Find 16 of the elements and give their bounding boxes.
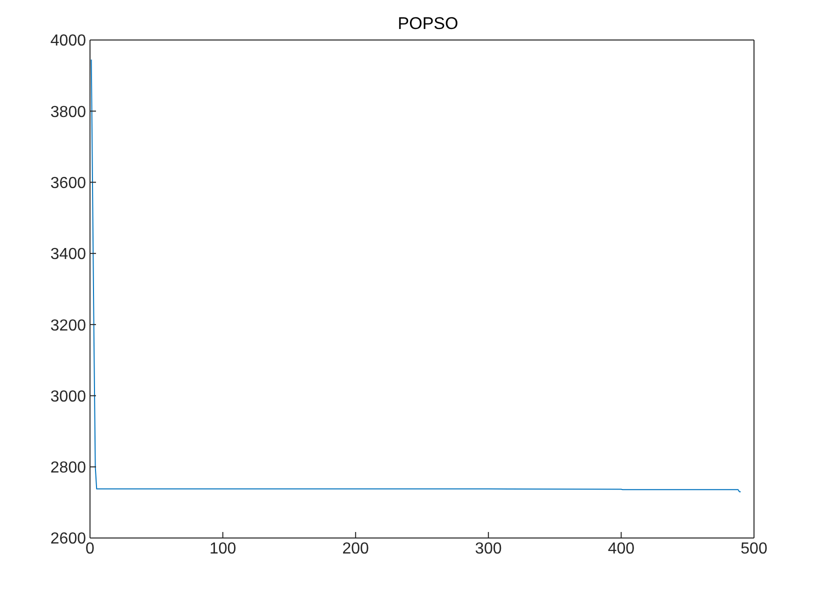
x-tick-label: 300 [475, 540, 502, 558]
x-tick-label: 0 [86, 540, 95, 558]
y-tick-label: 3400 [50, 246, 86, 264]
y-tick-label: 4000 [50, 32, 86, 50]
y-tick-label: 2800 [50, 460, 86, 477]
line-series [90, 59, 742, 492]
chart-title: POPSO [396, 14, 460, 34]
y-tick-label: 2600 [50, 530, 86, 548]
x-tick-label: 400 [608, 540, 635, 558]
y-tick-label: 3800 [50, 104, 86, 121]
x-tick-label: 500 [740, 540, 768, 558]
y-tick-label: 3600 [50, 174, 86, 192]
x-tick-label: 200 [342, 540, 370, 558]
y-tick-label: 3000 [50, 388, 86, 406]
x-tick-label: 100 [209, 540, 236, 558]
y-tick-label: 3200 [50, 317, 86, 334]
